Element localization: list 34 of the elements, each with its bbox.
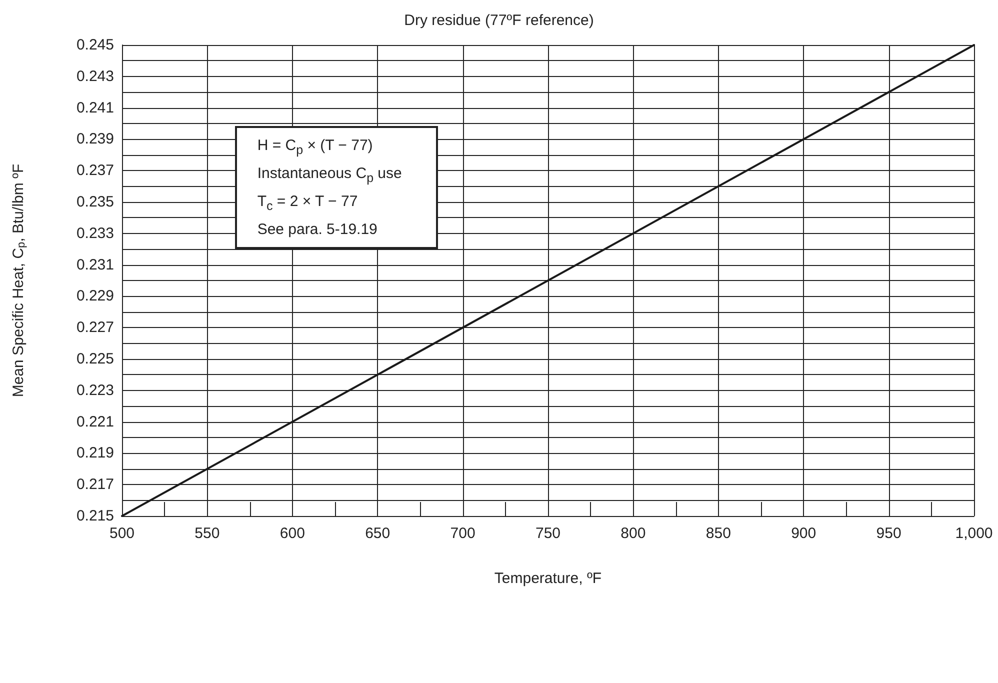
y-tick-label: 0.219 bbox=[76, 444, 114, 462]
x-axis-title: Temperature, ºF bbox=[494, 570, 602, 587]
annotation: H = C$_{p}$ × (T − 77) bbox=[257, 136, 374, 160]
y-tick-label: 0.243 bbox=[76, 68, 114, 85]
chart-title: Dry residue (77ºF reference) bbox=[404, 12, 594, 29]
y-tick-label: 0.245 bbox=[76, 36, 114, 54]
y-tick-label: 0.237 bbox=[76, 162, 114, 180]
x-tick-label: 850 bbox=[706, 525, 731, 542]
y-tick-label: 0.229 bbox=[76, 288, 114, 305]
x-tick-label: 500 bbox=[109, 525, 135, 542]
x-tick-label: 950 bbox=[876, 525, 902, 542]
y-tick-label: 0.221 bbox=[76, 413, 114, 430]
y-tick-label: 0.231 bbox=[76, 256, 114, 274]
annotation: Instantaneous C$_{p}$ use bbox=[257, 164, 402, 188]
y-tick-label: 0.227 bbox=[76, 319, 114, 336]
x-tick-label: 800 bbox=[620, 525, 646, 542]
y-tick-label: 0.241 bbox=[76, 99, 114, 116]
annotation: T$_{c}$ = 2 × T − 77 bbox=[257, 192, 359, 216]
x-tick-label: 700 bbox=[450, 525, 476, 542]
y-tick-label: 0.225 bbox=[76, 350, 114, 368]
x-tick-label: 600 bbox=[280, 525, 305, 542]
y-tick-label: 0.235 bbox=[76, 194, 114, 210]
y-tick-label: 0.239 bbox=[76, 130, 114, 148]
x-tick-label: 650 bbox=[365, 525, 390, 542]
x-tick-label: 1,000 bbox=[955, 525, 993, 542]
x-tick-label: 750 bbox=[535, 525, 561, 542]
y-axis-title: Mean Specific Heat, Cp, Btu/lbm ºF bbox=[10, 164, 28, 398]
y-tick-label: 0.233 bbox=[76, 224, 114, 242]
x-tick-label: 550 bbox=[194, 525, 220, 542]
x-tick-label: 900 bbox=[791, 525, 816, 542]
y-tick-label: 0.217 bbox=[76, 476, 114, 494]
y-tick-label: 0.223 bbox=[76, 382, 114, 399]
annotation: See para. 5-19.19 bbox=[257, 220, 378, 240]
y-tick-label: 0.215 bbox=[76, 508, 114, 524]
